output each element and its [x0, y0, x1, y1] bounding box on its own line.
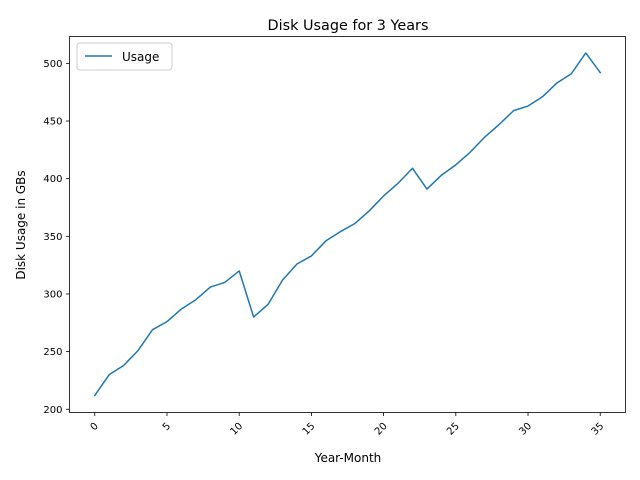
y-axis-ticks: 200 250 300 350 400 450 500: [43, 59, 70, 416]
y-tick-label: 250: [43, 347, 62, 358]
y-tick-label: 450: [43, 117, 62, 128]
x-axis-label: Year-Month: [314, 451, 382, 465]
y-tick-label: 300: [43, 289, 62, 300]
y-tick-label: 200: [43, 405, 62, 416]
usage-series-line: [93, 52, 602, 397]
plot-frame: [69, 36, 626, 413]
y-tick-label: 400: [43, 174, 62, 185]
y-axis-label: Disk Usage in GBs: [14, 170, 28, 279]
legend-label-usage: Usage: [122, 50, 159, 64]
legend: Usage: [76, 42, 173, 71]
y-tick-label: 350: [43, 232, 62, 243]
chart-title: Disk Usage for 3 Years: [268, 18, 429, 34]
legend-box: [76, 42, 173, 71]
y-tick-label: 500: [43, 59, 62, 70]
